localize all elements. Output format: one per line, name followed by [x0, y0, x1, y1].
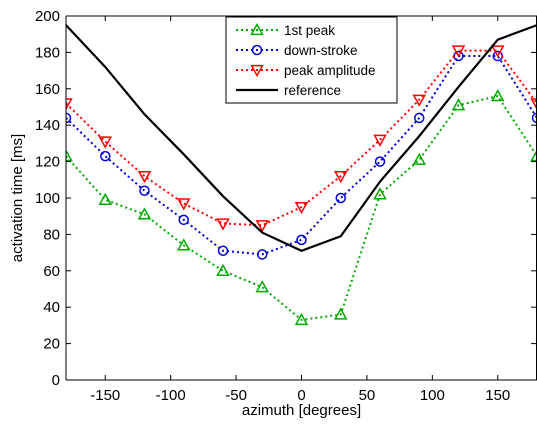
y-tick-label: 0 — [52, 372, 60, 389]
legend-label: peak amplitude — [284, 63, 376, 78]
y-tick-label: 200 — [35, 8, 60, 25]
legend-label: down-stroke — [284, 43, 358, 58]
legend-label: reference — [284, 83, 341, 98]
x-tick-label: -150 — [90, 387, 120, 404]
y-tick-label: 40 — [43, 299, 60, 316]
legend-item: peak amplitude — [236, 63, 376, 78]
y-tick-label: 160 — [35, 81, 60, 98]
x-tick-label: 100 — [420, 387, 445, 404]
y-tick-label: 20 — [43, 336, 60, 353]
x-tick-label: -100 — [156, 387, 186, 404]
y-axis-label: activation time [ms] — [9, 134, 26, 262]
y-tick-label: 60 — [43, 263, 60, 280]
x-axis-label: azimuth [degrees] — [242, 402, 361, 419]
y-tick-label: 120 — [35, 154, 60, 171]
y-tick-label: 80 — [43, 226, 60, 243]
x-tick-label: 150 — [485, 387, 510, 404]
y-tick-label: 100 — [35, 190, 60, 207]
y-tick-label: 180 — [35, 44, 60, 61]
legend: 1st peak down-stroke peak amplitude referen… — [226, 17, 397, 103]
y-tick-label: 140 — [35, 117, 60, 134]
legend-label: 1st peak — [284, 23, 335, 38]
